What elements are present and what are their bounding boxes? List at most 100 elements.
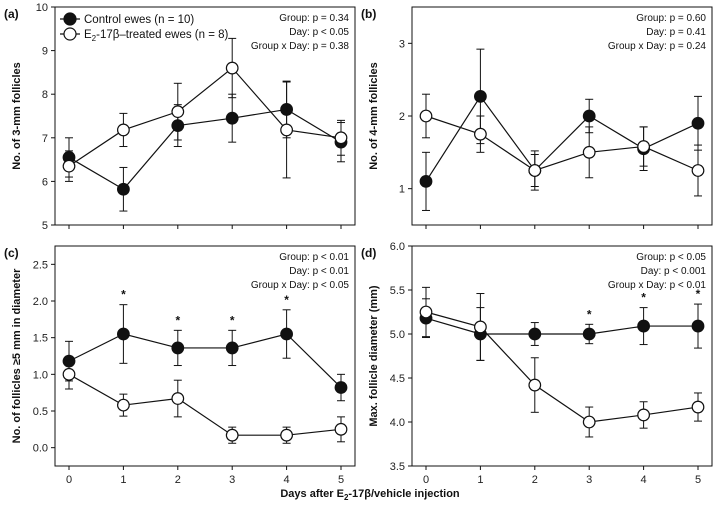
stats-line: Group x Day: p = 0.38	[251, 41, 350, 52]
y-tick-label: 3	[399, 38, 405, 50]
data-point	[171, 392, 185, 405]
series-control	[62, 304, 348, 402]
significance-star: *	[284, 293, 289, 307]
panel-label: (d)	[361, 246, 376, 260]
y-tick-label: 10	[36, 2, 48, 14]
data-point	[280, 123, 294, 137]
y-tick-label: 7	[42, 133, 48, 145]
y-tick-label: 2	[399, 111, 405, 123]
y-tick-label: 6.0	[390, 241, 405, 253]
data-point	[116, 182, 130, 196]
x-tick-label: 0	[66, 474, 72, 486]
data-point	[225, 111, 239, 125]
data-point	[528, 327, 542, 341]
x-axis-label-sub: 2	[344, 493, 349, 502]
data-point	[637, 140, 650, 153]
stats-line: Group: p = 0.60	[636, 13, 706, 24]
y-tick-label: 1	[399, 184, 405, 196]
y-tick-label: 1.5	[33, 333, 48, 345]
y-tick-label: 3.5	[390, 461, 405, 473]
significance-star: *	[230, 313, 235, 327]
series-line	[68, 67, 342, 167]
y-tick-label: 0.5	[33, 406, 48, 418]
y-axis-label: No. of 3-mm follicles	[11, 62, 23, 170]
panel-label: (a)	[4, 7, 19, 21]
y-tick-label: 8	[42, 89, 48, 101]
data-point	[62, 367, 76, 381]
data-point	[528, 378, 542, 392]
significance-star: *	[641, 291, 646, 305]
data-point	[116, 327, 130, 341]
data-point	[280, 428, 294, 442]
legend-control-marker	[63, 12, 77, 26]
y-axis-label: Max. follicle diameter (mm)	[368, 285, 380, 427]
y-tick-label: 5.5	[390, 285, 405, 297]
plot-frame	[54, 6, 356, 226]
data-point	[225, 61, 239, 75]
y-tick-label: 5	[42, 220, 48, 232]
x-tick-label: 0	[423, 474, 429, 486]
data-point	[691, 400, 705, 414]
y-tick-label: 1.0	[33, 369, 48, 381]
legend-treated-suffix: -17β–treated ewes (n = 8)	[96, 29, 228, 41]
y-tick-label: 6	[42, 176, 48, 188]
data-point	[691, 164, 705, 177]
data-point	[582, 109, 596, 123]
data-point	[116, 123, 130, 137]
plot-frame	[411, 6, 713, 226]
stats-line: Group x Day: p = 0.24	[608, 41, 707, 52]
legend-treated-marker	[63, 27, 77, 41]
x-axis-label: Days after E2-17β/vehicle injection	[280, 488, 460, 502]
data-point	[62, 159, 76, 173]
panel-1: (b) 1 2 3 No. of 4-mm follicles Group: p = 0.…	[361, 6, 713, 229]
stats-line: Group: p = 0.34	[279, 13, 349, 24]
x-tick-label: 3	[586, 474, 592, 486]
x-tick-label: 2	[532, 474, 538, 486]
panel-3: (d) 3.5 4.0 4.5 5.0 5.5 6.0 0 1 2 3 4 5 Max. follicle…	[361, 241, 713, 486]
y-axis-label: No. of follicles ≥5 mm in diameter	[11, 268, 23, 443]
series-line	[425, 317, 698, 335]
series-treated	[419, 93, 705, 197]
x-tick-label: 4	[641, 474, 647, 486]
data-point	[334, 131, 348, 145]
data-point	[280, 327, 294, 341]
series-control	[419, 298, 705, 361]
stats-line: Group x Day: p < 0.05	[251, 280, 350, 291]
x-tick-label: 5	[338, 474, 344, 486]
data-point	[171, 105, 185, 119]
panel-0: (a) 5 6 7 8 9 10 No. of 3-mm follicles Group: p …	[4, 2, 356, 232]
data-point	[528, 164, 542, 177]
data-point	[582, 327, 596, 341]
series-line	[68, 333, 342, 388]
x-tick-label: 2	[175, 474, 181, 486]
series-treated	[62, 37, 348, 182]
legend: Control ewes (n = 10) E2-17β–treated ewe…	[60, 12, 229, 43]
stats-line: Group: p < 0.05	[636, 252, 706, 263]
series-treated	[62, 359, 348, 444]
x-tick-label: 3	[229, 474, 235, 486]
data-point	[419, 305, 433, 319]
y-tick-label: 2.0	[33, 296, 48, 308]
series-line	[425, 95, 699, 182]
stats-line: Day: p < 0.001	[641, 266, 707, 277]
plot-frame	[411, 245, 713, 467]
series-treated	[419, 286, 705, 438]
x-axis-label-prefix: Days after E	[280, 488, 344, 500]
y-tick-label: 4.0	[390, 417, 405, 429]
data-point	[582, 145, 596, 159]
y-tick-label: 5.0	[390, 329, 405, 341]
plot-frame	[54, 245, 356, 467]
x-tick-label: 1	[477, 474, 483, 486]
legend-treated-label: E2-17β–treated ewes (n = 8)	[84, 29, 229, 43]
data-point	[419, 174, 433, 188]
x-tick-label: 5	[695, 474, 701, 486]
data-point	[691, 319, 705, 333]
data-point	[171, 341, 185, 355]
data-point	[637, 408, 650, 422]
data-point	[474, 89, 487, 103]
panel-label: (c)	[4, 246, 19, 260]
data-point	[225, 341, 239, 355]
y-tick-label: 9	[42, 46, 48, 58]
